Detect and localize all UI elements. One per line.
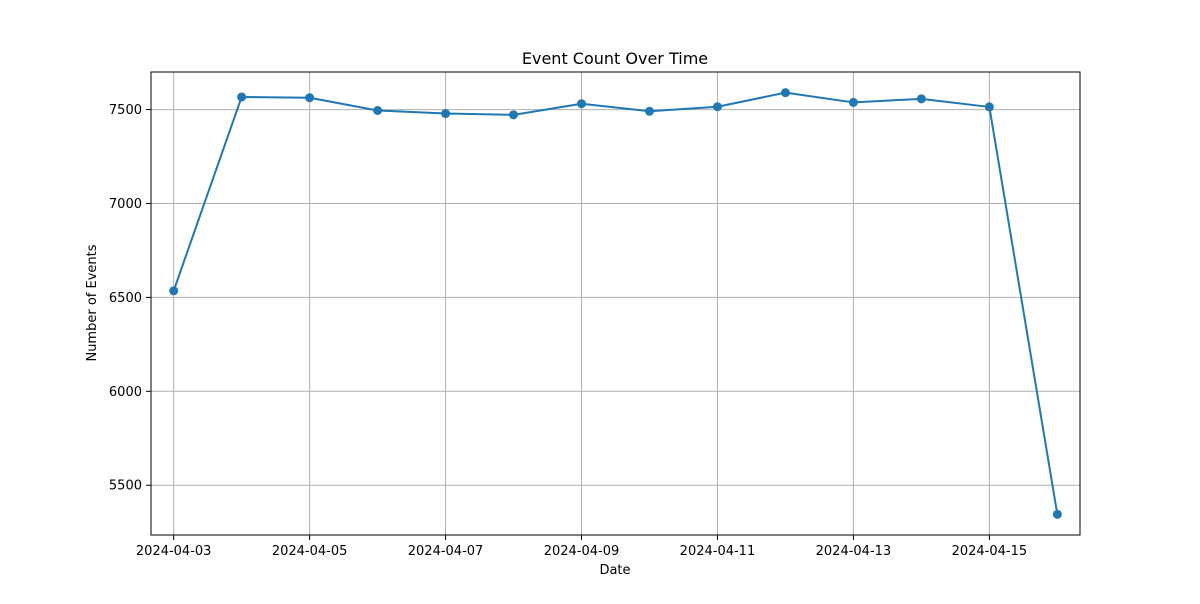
- y-tick-label: 6000: [109, 385, 142, 400]
- y-tick-label: 7000: [109, 197, 142, 212]
- x-tick-label: 2024-04-05: [272, 544, 348, 559]
- grid-lines: [151, 72, 1080, 535]
- data-point-2024-04-08: [509, 110, 519, 120]
- data-point-2024-04-15: [984, 102, 994, 112]
- data-point-2024-04-16: [1052, 509, 1062, 519]
- y-tick-label: 6500: [109, 291, 142, 306]
- series-layer: [169, 88, 1062, 519]
- x-tick-label: 2024-04-03: [136, 544, 212, 559]
- data-point-2024-04-06: [373, 106, 383, 116]
- data-point-2024-04-07: [441, 109, 451, 119]
- chart-title: Event Count Over Time: [522, 49, 708, 68]
- plot-area-frame: [150, 71, 1081, 536]
- x-axis-label: Date: [599, 563, 630, 578]
- x-tick-label: 2024-04-11: [680, 544, 756, 559]
- axis-ticks: 2024-04-03 2024-04-05 2024-04-07 2024-04-09…: [109, 103, 1027, 559]
- data-point-2024-04-12: [780, 88, 790, 98]
- data-point-2024-04-11: [712, 102, 722, 112]
- data-point-2024-04-10: [644, 106, 654, 116]
- x-tick-label: 2024-04-07: [408, 544, 484, 559]
- y-tick-label: 7500: [109, 103, 142, 118]
- x-tick-label: 2024-04-13: [816, 544, 892, 559]
- data-point-2024-04-09: [577, 99, 587, 109]
- x-tick-label: 2024-04-09: [544, 544, 620, 559]
- data-point-2024-04-04: [237, 92, 247, 102]
- data-point-2024-04-13: [848, 97, 858, 107]
- y-tick-label: 5500: [109, 479, 142, 494]
- data-point-2024-04-05: [305, 93, 315, 103]
- data-point-2024-04-03: [169, 286, 179, 296]
- y-axis-label: Number of Events: [85, 244, 100, 361]
- series-line: [172, 91, 1059, 516]
- data-point-2024-04-14: [916, 94, 926, 104]
- x-tick-label: 2024-04-15: [952, 544, 1028, 559]
